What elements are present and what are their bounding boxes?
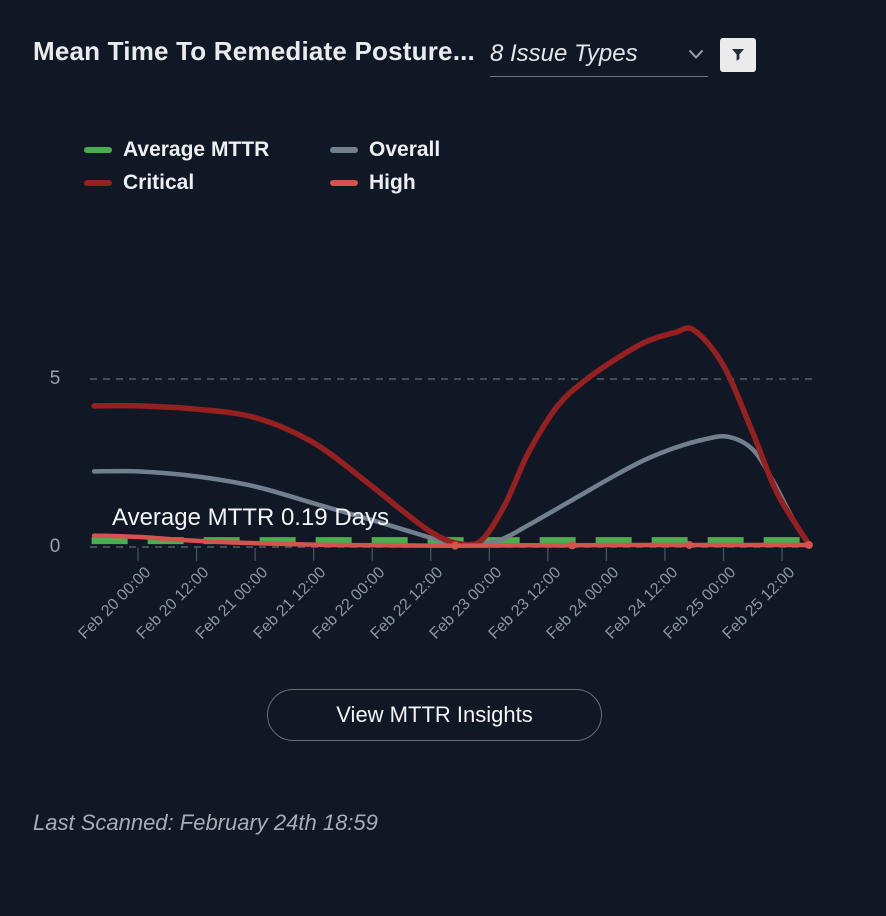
legend-item-average-mttr[interactable]: Average MTTR (84, 138, 330, 162)
legend-label: Overall (369, 138, 441, 161)
legend-swatch (84, 147, 112, 153)
view-mttr-insights-button[interactable]: View MTTR Insights (267, 689, 602, 741)
avg-mttr-annotation: Average MTTR 0.19 Days (112, 504, 389, 531)
issue-types-value: 8 Issue Types (490, 40, 638, 67)
series-line-high-marker (451, 541, 460, 550)
funnel-icon (729, 46, 747, 64)
last-scanned-text: Last Scanned: February 24th 18:59 (33, 810, 378, 835)
chart-legend: Average MTTR Overall Critical High (84, 138, 440, 195)
legend-item-critical[interactable]: Critical (84, 171, 330, 195)
legend-item-high[interactable]: High (330, 171, 440, 195)
legend-label: Average MTTR (123, 138, 270, 161)
legend-swatch (330, 180, 358, 186)
series-line-high-marker (804, 540, 813, 549)
chevron-down-icon (688, 49, 704, 60)
y-axis-label: 5 (49, 368, 61, 389)
filter-button[interactable] (720, 38, 756, 72)
series-line-high (91, 533, 812, 548)
legend-swatch (330, 147, 358, 153)
legend-swatch (84, 180, 112, 186)
page-title: Mean Time To Remediate Posture... (33, 36, 475, 66)
legend-item-overall[interactable]: Overall (330, 138, 440, 162)
series-line-high-marker (568, 541, 577, 550)
series-line-high-marker (685, 540, 694, 549)
issue-types-dropdown[interactable]: 8 Issue Types (490, 32, 708, 77)
legend-label: Critical (123, 171, 195, 194)
y-axis-label: 0 (49, 536, 61, 557)
legend-label: High (369, 171, 416, 194)
